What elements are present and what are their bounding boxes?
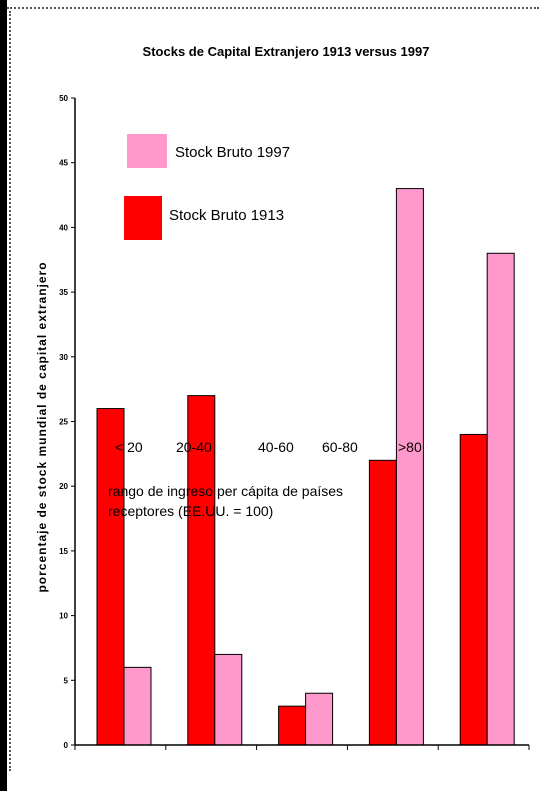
legend: Stock Bruto 1997 Stock Bruto 1913 — [124, 134, 290, 240]
category-labels-group: < 20 20-40 40-60 60-80 >80 — [115, 439, 422, 455]
bar-1913-3 — [368, 459, 397, 746]
y-tick-label: 35 — [59, 288, 68, 297]
window-frame-left — [0, 0, 7, 791]
category-label-3: 60-80 — [322, 439, 358, 455]
legend-swatch-1997 — [127, 134, 167, 168]
category-label-0: < 20 — [115, 439, 143, 455]
window-frame-inner-left — [9, 11, 11, 771]
annotation-line-2: receptores (EE.UU. = 100) — [108, 503, 273, 519]
window-frame-top — [7, 0, 539, 9]
y-tick-label: 40 — [59, 223, 68, 232]
category-label-4: >80 — [398, 439, 422, 455]
bars-group — [96, 188, 515, 746]
bar-1997-4 — [486, 252, 515, 746]
y-tick-label: 45 — [59, 159, 68, 168]
category-label-1: 20-40 — [176, 439, 212, 455]
y-tick-label: 50 — [59, 94, 68, 103]
category-label-2: 40-60 — [258, 439, 294, 455]
y-tick-label: 10 — [59, 612, 68, 621]
annotation-line-1: rango de ingreso per cápita de países — [108, 483, 343, 499]
bar-1913-0 — [96, 408, 125, 746]
y-tick-label: 5 — [64, 676, 69, 685]
bar-1913-4 — [459, 433, 488, 746]
bar-1997-1 — [214, 653, 243, 746]
bar-1997-2 — [305, 692, 334, 746]
y-tick-label: 20 — [59, 482, 68, 491]
bar-1997-3 — [395, 188, 424, 746]
y-tick-label: 15 — [59, 547, 68, 556]
legend-swatch-1913 — [124, 196, 162, 240]
y-tick-label: 25 — [59, 418, 68, 427]
annotation-text: rango de ingreso per cápita de países re… — [108, 483, 347, 519]
bar-1913-2 — [278, 705, 307, 746]
y-axis-label: porcentaje de stock mundial de capital e… — [35, 261, 49, 592]
y-ticks-group: 0 5 10 15 20 25 30 35 40 45 50 — [59, 94, 75, 750]
chart-title: Stocks de Capital Extranjero 1913 versus… — [143, 44, 430, 59]
y-tick-label: 30 — [59, 353, 68, 362]
legend-label-1997: Stock Bruto 1997 — [175, 144, 290, 161]
bar-1997-0 — [123, 666, 152, 746]
legend-label-1913: Stock Bruto 1913 — [169, 207, 284, 224]
y-tick-label: 0 — [64, 741, 69, 750]
